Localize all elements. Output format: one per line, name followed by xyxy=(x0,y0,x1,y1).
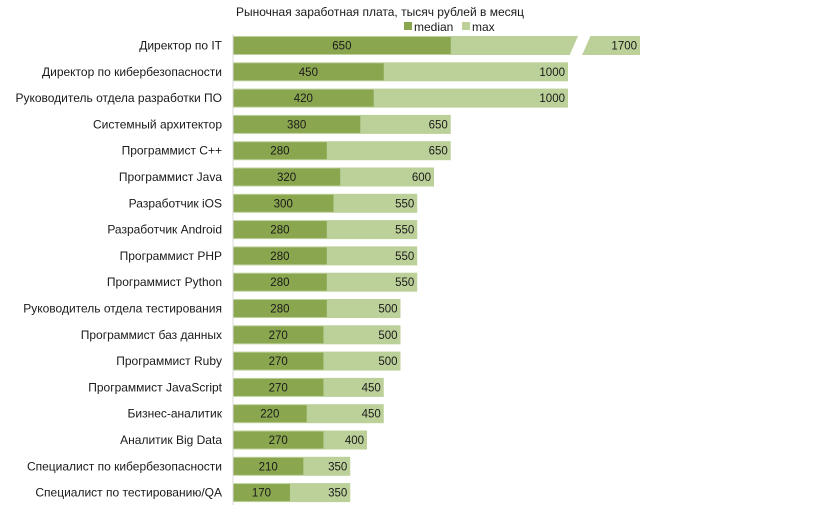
bar-median xyxy=(233,484,290,502)
value-label-median: 280 xyxy=(270,277,289,289)
bar-median xyxy=(233,221,327,239)
category-label: Программист Java xyxy=(119,170,222,184)
value-label-max: 650 xyxy=(429,146,448,158)
legend: median max xyxy=(404,20,495,34)
value-label-median: 220 xyxy=(260,409,279,421)
bar-median xyxy=(233,247,327,265)
plot-area: Директор по IT 1700 650 Директор по кибербе… xyxy=(15,36,641,503)
value-label-median: 170 xyxy=(252,488,271,500)
category-label: Программист JavaScript xyxy=(88,380,222,394)
value-label-median: 420 xyxy=(294,93,313,105)
value-label-median: 650 xyxy=(332,41,351,53)
category-label: Директор по кибербезопасности xyxy=(42,65,222,79)
value-label-median: 270 xyxy=(269,435,288,447)
value-label-max: 500 xyxy=(378,330,397,342)
value-label-max: 550 xyxy=(395,225,414,237)
category-label: Программист баз данных xyxy=(81,328,222,342)
value-label-median: 380 xyxy=(287,119,306,131)
value-label-median: 280 xyxy=(270,304,289,316)
bar-median xyxy=(233,273,327,291)
bar-median xyxy=(233,37,451,54)
value-label-max: 350 xyxy=(328,488,347,500)
category-label: Разработчик Android xyxy=(107,223,222,237)
value-label-max: 400 xyxy=(345,435,364,447)
value-label-median: 280 xyxy=(270,146,289,158)
value-label-max: 500 xyxy=(378,356,397,368)
bar-median xyxy=(233,194,334,212)
bar-median xyxy=(233,300,327,317)
category-label: Программист С++ xyxy=(122,144,222,158)
category-label: Разработчик iOS xyxy=(129,196,222,210)
category-label: Аналитик Big Data xyxy=(120,433,222,447)
category-label: Руководитель отдела разработки ПО xyxy=(15,91,222,105)
legend-label-median: median xyxy=(414,20,453,34)
legend-swatch-max xyxy=(462,22,470,30)
value-label-max: 1700 xyxy=(611,41,637,53)
value-label-max: 550 xyxy=(395,251,414,263)
value-label-median: 270 xyxy=(269,356,288,368)
value-label-max: 1000 xyxy=(539,67,565,79)
category-label: Специалист по кибербезопасности xyxy=(27,459,222,473)
value-label-max: 1000 xyxy=(539,93,565,105)
bar-median xyxy=(233,168,341,186)
category-label: Директор по IT xyxy=(139,39,222,53)
value-label-max: 500 xyxy=(378,304,397,316)
bar-median xyxy=(233,326,324,344)
value-label-max: 550 xyxy=(395,198,414,210)
legend-label-max: max xyxy=(472,20,495,34)
bar-median xyxy=(233,431,324,449)
value-label-median: 320 xyxy=(277,172,296,184)
value-label-median: 270 xyxy=(269,382,288,394)
value-label-max: 450 xyxy=(362,382,381,394)
value-label-median: 270 xyxy=(269,330,288,342)
category-label: Программист PHP xyxy=(120,249,222,263)
bar-median xyxy=(233,89,374,107)
bar-median xyxy=(233,115,361,133)
value-label-max: 650 xyxy=(429,119,448,131)
category-label: Бизнес-аналитик xyxy=(127,407,222,421)
value-label-max: 600 xyxy=(412,172,431,184)
category-label: Системный архитектор xyxy=(93,117,222,131)
category-label: Руководитель отдела тестирования xyxy=(23,302,222,316)
category-label: Программист Ruby xyxy=(116,354,222,368)
bar-max-continued xyxy=(582,36,641,55)
value-label-max: 350 xyxy=(328,461,347,473)
bar-median xyxy=(233,352,324,370)
bar-median xyxy=(233,457,304,475)
chart-title: Рыночная заработная плата, тысяч рублей … xyxy=(236,5,524,19)
value-label-max: 550 xyxy=(395,277,414,289)
category-label: Специалист по тестированию/QA xyxy=(35,486,222,500)
value-label-median: 300 xyxy=(274,198,293,210)
category-label: Программист Python xyxy=(107,275,222,289)
value-label-median: 280 xyxy=(270,251,289,263)
value-label-max: 450 xyxy=(362,409,381,421)
bar-median xyxy=(233,378,324,396)
bar-median xyxy=(233,142,327,160)
value-label-median: 210 xyxy=(259,461,278,473)
value-label-median: 450 xyxy=(299,67,318,79)
legend-swatch-median xyxy=(404,22,412,30)
value-label-median: 280 xyxy=(270,225,289,237)
bar-median xyxy=(233,63,384,81)
bar-median xyxy=(233,405,307,423)
